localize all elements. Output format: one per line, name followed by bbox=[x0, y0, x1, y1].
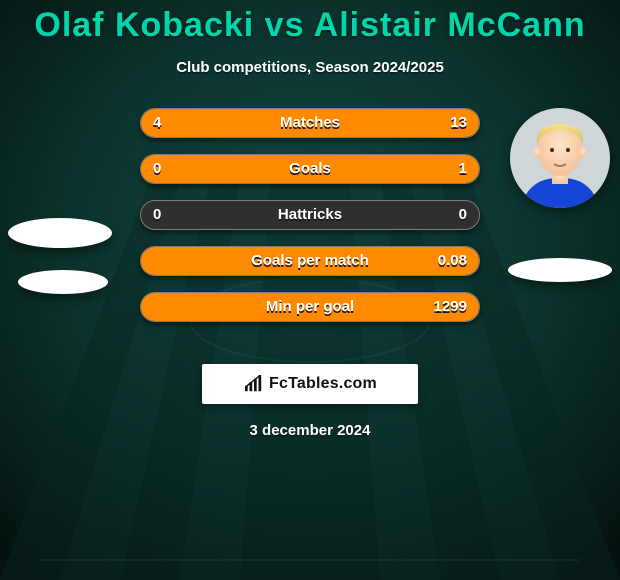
player-right-shadow bbox=[508, 258, 612, 282]
stat-value-left: 0 bbox=[141, 201, 173, 229]
stat-value-right: 0 bbox=[447, 201, 479, 229]
stat-value-left: 4 bbox=[141, 109, 173, 137]
stat-label: Goals bbox=[141, 155, 479, 183]
stat-bar: Goals per match0.08 bbox=[140, 246, 480, 276]
stat-bars: Matches413Goals01Hattricks00Goals per ma… bbox=[140, 108, 480, 338]
fctables-logo-icon bbox=[243, 375, 265, 393]
comparison-arena: Matches413Goals01Hattricks00Goals per ma… bbox=[0, 100, 620, 360]
stat-bar: Min per goal1299 bbox=[140, 292, 480, 322]
branding-badge: FcTables.com bbox=[202, 364, 418, 404]
stat-bar: Goals0 1 bbox=[140, 154, 480, 184]
stat-bar: Hattricks0 0 bbox=[140, 200, 480, 230]
player-left-shadow-2 bbox=[18, 270, 108, 294]
branding-text: FcTables.com bbox=[269, 375, 377, 393]
player-left-shadow bbox=[8, 218, 112, 248]
player-right-avatar bbox=[510, 108, 610, 208]
stat-label: Matches bbox=[141, 109, 479, 137]
stat-value-left bbox=[141, 293, 165, 321]
stat-bar: Matches4 13 bbox=[140, 108, 480, 138]
footer-date: 3 december 2024 bbox=[0, 422, 620, 439]
stat-value-left: 0 bbox=[141, 155, 173, 183]
stat-value-left bbox=[141, 247, 165, 275]
stat-value-right: 13 bbox=[438, 109, 479, 137]
page-title: Olaf Kobacki vs Alistair McCann bbox=[0, 6, 620, 45]
stat-value-right: 1 bbox=[447, 155, 479, 183]
stat-label: Hattricks bbox=[141, 201, 479, 229]
page-subtitle: Club competitions, Season 2024/2025 bbox=[0, 59, 620, 76]
stat-value-right: 1299 bbox=[422, 293, 479, 321]
stat-value-right: 0.08 bbox=[426, 247, 479, 275]
